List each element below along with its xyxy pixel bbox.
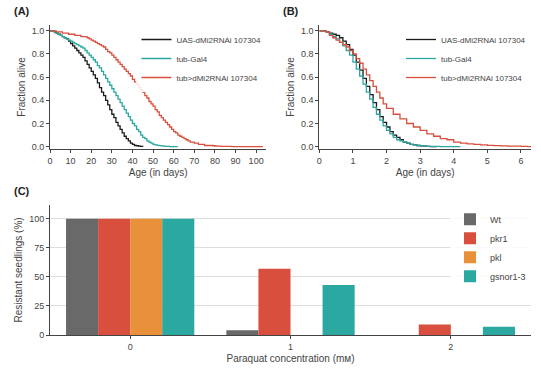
svg-text:0: 0 (317, 156, 322, 166)
svg-text:1: 1 (350, 156, 355, 166)
svg-text:2: 2 (384, 156, 389, 166)
svg-text:(C): (C) (14, 185, 30, 197)
svg-text:0.0: 0.0 (32, 142, 45, 152)
svg-text:25: 25 (34, 301, 44, 311)
svg-text:1.0: 1.0 (32, 26, 45, 36)
svg-text:100: 100 (29, 214, 44, 224)
svg-text:Paraquat concentration (mм): Paraquat concentration (mм) (226, 353, 354, 364)
svg-text:Age (in days): Age (in days) (129, 167, 188, 178)
svg-text:75: 75 (34, 243, 44, 253)
svg-text:20: 20 (86, 156, 96, 166)
svg-text:6: 6 (518, 156, 523, 166)
svg-text:0.2: 0.2 (32, 119, 45, 129)
svg-text:0.8: 0.8 (32, 49, 45, 59)
svg-text:30: 30 (107, 156, 117, 166)
svg-text:tub-Gal4: tub-Gal4 (176, 55, 207, 64)
svg-text:0.0: 0.0 (301, 142, 314, 152)
svg-text:Resistant seedlings (%): Resistant seedlings (%) (13, 217, 24, 322)
svg-text:0.4: 0.4 (32, 95, 45, 105)
svg-text:60: 60 (169, 156, 179, 166)
svg-text:50: 50 (34, 272, 44, 282)
svg-text:0: 0 (47, 156, 52, 166)
svg-text:Fraction alive: Fraction alive (16, 57, 27, 117)
svg-text:gsnor1-3: gsnor1-3 (490, 272, 526, 282)
svg-text:3: 3 (418, 156, 423, 166)
svg-text:100: 100 (249, 156, 264, 166)
svg-text:0.2: 0.2 (301, 119, 314, 129)
svg-text:4: 4 (451, 156, 456, 166)
svg-text:tub-Gal4: tub-Gal4 (441, 55, 472, 64)
svg-text:40: 40 (127, 156, 137, 166)
svg-text:5: 5 (485, 156, 490, 166)
svg-text:0.4: 0.4 (301, 95, 314, 105)
svg-text:0.8: 0.8 (301, 49, 314, 59)
svg-text:90: 90 (231, 156, 241, 166)
svg-text:0: 0 (128, 342, 133, 352)
svg-text:Fraction alive: Fraction alive (285, 57, 296, 117)
svg-text:pkr1: pkr1 (490, 234, 508, 244)
svg-text:2: 2 (448, 342, 453, 352)
svg-text:1.0: 1.0 (301, 26, 314, 36)
svg-text:tub>dMi2RNAi 107304: tub>dMi2RNAi 107304 (176, 74, 257, 83)
svg-text:UAS-dMi2RNAi 107304: UAS-dMi2RNAi 107304 (176, 36, 261, 45)
svg-text:(B): (B) (283, 5, 299, 17)
svg-text:0.6: 0.6 (301, 72, 314, 82)
svg-text:10: 10 (66, 156, 76, 166)
svg-text:1: 1 (288, 342, 293, 352)
svg-text:0: 0 (39, 330, 44, 340)
svg-text:50: 50 (148, 156, 158, 166)
svg-text:0.6: 0.6 (32, 72, 45, 82)
svg-text:tub>dMi2RNAi 107304: tub>dMi2RNAi 107304 (441, 74, 522, 83)
svg-text:(A): (A) (14, 5, 30, 17)
svg-text:80: 80 (210, 156, 220, 166)
svg-text:Wt: Wt (490, 215, 501, 225)
svg-text:Age (in days): Age (in days) (396, 167, 455, 178)
svg-text:70: 70 (189, 156, 199, 166)
svg-text:pkl: pkl (490, 253, 502, 263)
svg-text:UAS-dMi2RNAi 107304: UAS-dMi2RNAi 107304 (441, 36, 526, 45)
